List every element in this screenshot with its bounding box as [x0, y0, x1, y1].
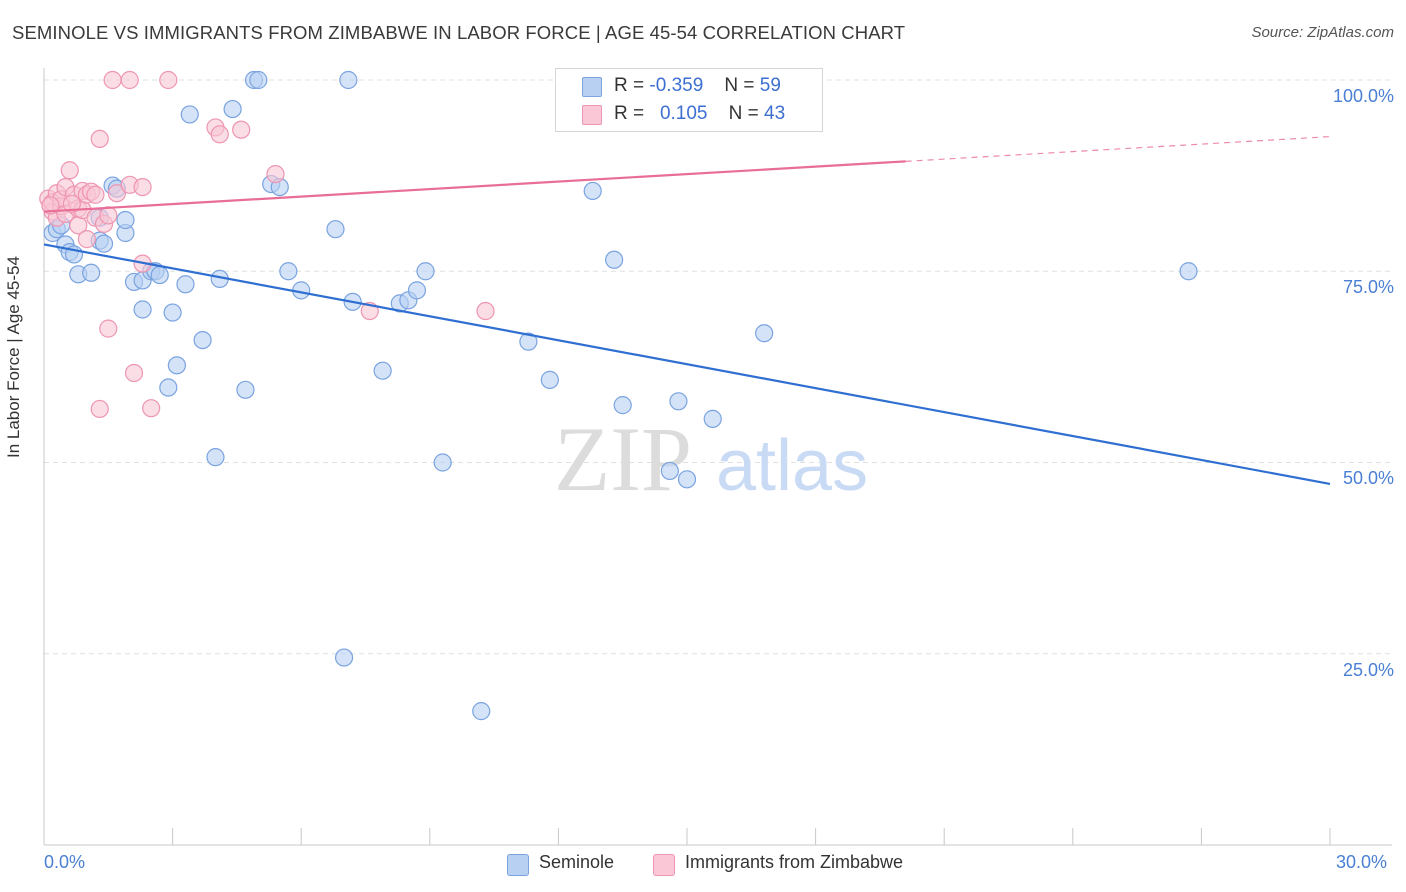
- zimbabwe-trend-extension: [905, 136, 1331, 162]
- watermark-zip: ZIP: [554, 408, 692, 510]
- legend-r-value: 0.105: [659, 103, 708, 124]
- zimbabwe-point: [133, 178, 152, 197]
- legend-swatch-seminole: [507, 854, 529, 876]
- zimbabwe-point: [142, 399, 161, 418]
- grid-lines: [44, 79, 1392, 655]
- seminole-point: [519, 332, 538, 351]
- chart-title: SEMINOLE VS IMMIGRANTS FROM ZIMBABWE IN …: [12, 22, 906, 43]
- seminole-point: [416, 262, 435, 281]
- y-tick-label-25: 25.0%: [1342, 660, 1394, 680]
- trend-lines: [43, 136, 1331, 486]
- bottom-legend-label: Immigrants from Zimbabwe: [685, 852, 904, 872]
- zimbabwe-point: [476, 301, 495, 321]
- zimbabwe-trend-line: [43, 160, 906, 213]
- zimbabwe-point: [124, 363, 144, 383]
- seminole-point: [180, 105, 199, 124]
- seminole-point: [236, 380, 255, 399]
- seminole-point: [193, 331, 212, 350]
- legend-r-value: -0.359: [649, 75, 704, 96]
- seminole-point: [339, 70, 358, 90]
- seminole-point: [613, 396, 632, 415]
- watermark: ZIP atlas: [554, 408, 868, 510]
- scatter-points: [39, 70, 1198, 721]
- seminole-point: [150, 265, 169, 285]
- seminole-point: [94, 234, 114, 253]
- zimbabwe-point: [60, 161, 79, 180]
- zimbabwe-point: [103, 70, 122, 90]
- watermark-atlas: atlas: [716, 426, 868, 506]
- seminole-point: [755, 324, 774, 343]
- zimbabwe-point: [232, 120, 251, 139]
- y-tick-label-100: 100.0%: [1332, 86, 1394, 106]
- zimbabwe-point: [210, 125, 229, 144]
- seminole-point: [206, 448, 225, 467]
- zimbabwe-point: [41, 196, 60, 215]
- zimbabwe-point: [120, 70, 139, 90]
- x-tick-label-min: 0.0%: [44, 852, 86, 872]
- legend-swatch-zimbabwe: [582, 105, 602, 125]
- zimbabwe-point: [86, 185, 105, 204]
- seminole-point: [116, 210, 135, 230]
- seminole-point: [605, 250, 624, 269]
- seminole-point: [373, 361, 392, 380]
- seminole-point: [669, 392, 688, 411]
- legend-swatch-seminole: [582, 77, 602, 97]
- seminole-trend-line: [43, 243, 1331, 486]
- zimbabwe-point: [107, 184, 126, 203]
- seminole-point: [223, 99, 242, 119]
- zimbabwe-point: [77, 230, 96, 249]
- source-credit: Source: ZipAtlas.com: [1251, 24, 1394, 41]
- seminole-point: [159, 378, 178, 397]
- legend-n-value: 43: [764, 103, 786, 124]
- legend-n-value: 59: [759, 75, 781, 96]
- seminole-point: [279, 262, 298, 281]
- seminole-point: [326, 220, 345, 239]
- seminole-point: [703, 409, 722, 428]
- seminole-point: [407, 281, 427, 300]
- legend-r-label: R =: [614, 103, 645, 124]
- seminole-point: [249, 70, 268, 90]
- y-tick-label-75: 75.0%: [1342, 277, 1394, 297]
- y-tick-label-50: 50.0%: [1342, 468, 1394, 488]
- seminole-point: [583, 181, 602, 201]
- seminole-point: [677, 470, 697, 489]
- zimbabwe-point: [99, 206, 118, 225]
- seminole-point: [82, 263, 101, 282]
- seminole-point: [176, 275, 195, 294]
- seminole-point: [163, 303, 182, 322]
- zimbabwe-point: [62, 194, 81, 214]
- seminole-point: [660, 461, 679, 481]
- zimbabwe-point: [266, 164, 285, 184]
- seminole-point: [133, 300, 152, 319]
- seminole-point: [1179, 262, 1198, 281]
- seminole-point: [334, 648, 354, 667]
- seminole-point: [472, 702, 491, 721]
- zimbabwe-point: [99, 319, 118, 338]
- legend-r-label: R =: [614, 75, 645, 96]
- zimbabwe-point: [90, 129, 109, 149]
- x-tick-label-max: 30.0%: [1336, 852, 1388, 872]
- seminole-point: [433, 453, 452, 472]
- legend-swatch-zimbabwe: [653, 854, 675, 876]
- stats-legend: R = -0.359 N = 59 R = 0.105 N = 43: [555, 68, 823, 132]
- seminole-point: [167, 356, 186, 375]
- legend-n-label: N =: [728, 103, 759, 124]
- legend-n-label: N =: [724, 75, 755, 96]
- bottom-legend-label: Seminole: [539, 852, 615, 872]
- zimbabwe-point: [90, 399, 109, 419]
- seminole-point: [540, 370, 559, 389]
- y-axis-label: In Labor Force | Age 45-54: [4, 256, 23, 458]
- zimbabwe-point: [159, 70, 178, 90]
